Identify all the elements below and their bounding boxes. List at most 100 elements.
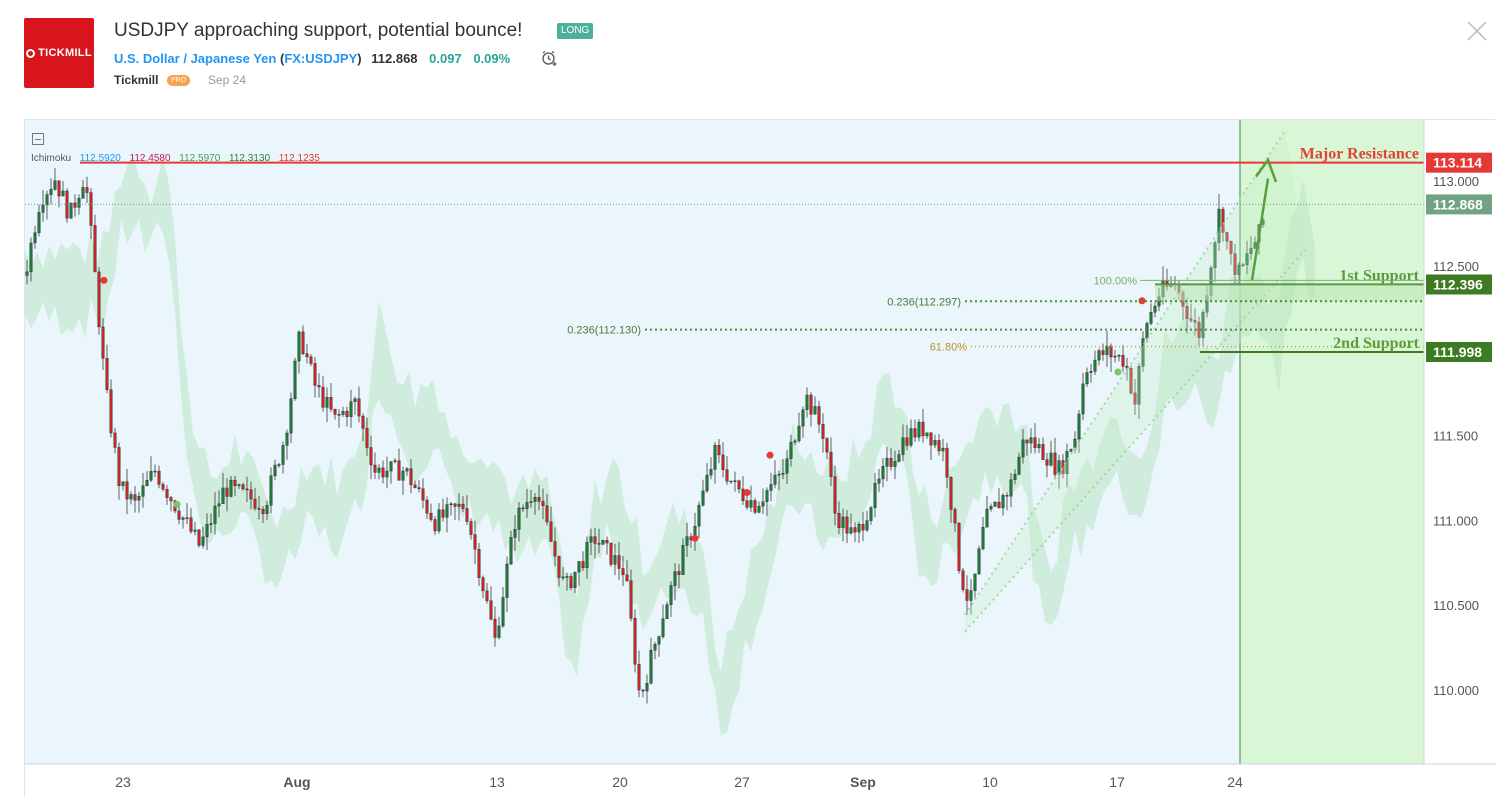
candle (593, 536, 597, 544)
candle (317, 385, 321, 388)
candle (893, 461, 897, 467)
cloud-segment (805, 451, 811, 504)
candle (1005, 495, 1009, 497)
symbol-paren-open: ( (279, 51, 285, 66)
candle (433, 519, 437, 532)
candle (1017, 456, 1021, 475)
candle (413, 484, 417, 488)
cloud-segment (1123, 443, 1129, 516)
x-tick-label: 17 (1109, 774, 1125, 790)
cloud-segment (163, 154, 169, 261)
cloud-segment (475, 458, 481, 532)
cloud-segment (979, 407, 985, 502)
price-label-box (1426, 342, 1492, 363)
candle (157, 470, 161, 485)
author-name[interactable]: Tickmill (114, 73, 159, 87)
candle (1061, 460, 1065, 474)
candle (45, 194, 49, 206)
candle (1221, 208, 1225, 233)
close-icon[interactable] (1466, 20, 1488, 42)
y-tick-label: 112.500 (1433, 259, 1479, 274)
candle (113, 432, 117, 448)
candle (73, 202, 77, 208)
cloud-segment (499, 467, 505, 551)
candle (985, 508, 989, 528)
candle (369, 447, 373, 466)
candle (437, 509, 441, 532)
candle (93, 225, 97, 273)
cloud-segment (247, 450, 253, 529)
cloud-segment (391, 355, 397, 438)
candle (89, 192, 93, 226)
candle (953, 509, 957, 524)
candle (29, 242, 33, 273)
cloud-segment (961, 442, 967, 537)
cloud-segment (259, 475, 265, 584)
cloud-segment (799, 452, 805, 515)
price-chart[interactable]: Major Resistance 1st Support 2nd Support 10… (25, 120, 1496, 798)
alarm-clock-icon[interactable] (540, 49, 558, 67)
candle (849, 527, 853, 534)
symbol-name[interactable]: U.S. Dollar / Japanese Yen (114, 51, 277, 66)
candle (1201, 312, 1205, 338)
candle (1101, 350, 1105, 355)
candle (933, 440, 937, 446)
candle (797, 425, 801, 442)
cloud-segment (61, 243, 67, 336)
cloud-segment (181, 331, 187, 459)
candle (609, 542, 613, 565)
cloud-segment (1177, 315, 1183, 412)
candle (525, 502, 529, 509)
candle (269, 475, 273, 506)
major-resistance-label: Major Resistance (1300, 146, 1419, 163)
cloud-segment (295, 467, 301, 560)
candle (253, 498, 257, 509)
cloud-segment (1135, 454, 1141, 518)
candle (313, 363, 317, 386)
cloud-segment (565, 571, 571, 663)
symbol-code[interactable]: FX:USDJPY (284, 51, 358, 66)
cloud-segment (199, 447, 205, 543)
candle (749, 500, 753, 508)
x-tick-label: 24 (1227, 774, 1243, 790)
candle (853, 527, 857, 533)
cloud-segment (745, 548, 751, 652)
candle (237, 484, 241, 487)
candle (921, 421, 925, 437)
candle (781, 473, 785, 475)
candle (353, 398, 357, 402)
candle (461, 503, 465, 509)
candle (949, 477, 953, 510)
cloud-segment (1075, 470, 1081, 558)
candle (405, 468, 409, 472)
cloud-segment (49, 246, 55, 322)
candle (417, 487, 421, 489)
collapse-indicator-button[interactable] (32, 133, 44, 145)
cloud-segment (463, 454, 469, 519)
candle (1137, 366, 1141, 405)
candle (333, 408, 337, 415)
cloud-segment (139, 177, 145, 253)
price-label-text: 112.868 (1433, 196, 1483, 212)
candle (733, 480, 737, 482)
cloud-segment (685, 507, 691, 614)
candle (941, 447, 945, 452)
ichimoku-value-4: 112.3130 (229, 153, 271, 164)
candle (81, 187, 85, 199)
candle (621, 568, 625, 576)
candle (145, 480, 149, 486)
cloud-segment (751, 545, 757, 652)
candle (321, 386, 325, 408)
candle (217, 503, 221, 507)
candle (233, 479, 237, 487)
cloud-segment (469, 462, 475, 532)
candle (105, 358, 109, 390)
cloud-segment (1273, 296, 1279, 394)
candle (825, 438, 829, 453)
fib-0236-b-label: 0.236(112.130) (567, 325, 641, 337)
tickmill-logo[interactable]: TICKMILL (24, 18, 94, 88)
candle (429, 512, 433, 520)
candle (1149, 311, 1153, 324)
cloud-segment (289, 506, 295, 560)
chart-container[interactable]: Major Resistance 1st Support 2nd Support 10… (24, 119, 1496, 798)
